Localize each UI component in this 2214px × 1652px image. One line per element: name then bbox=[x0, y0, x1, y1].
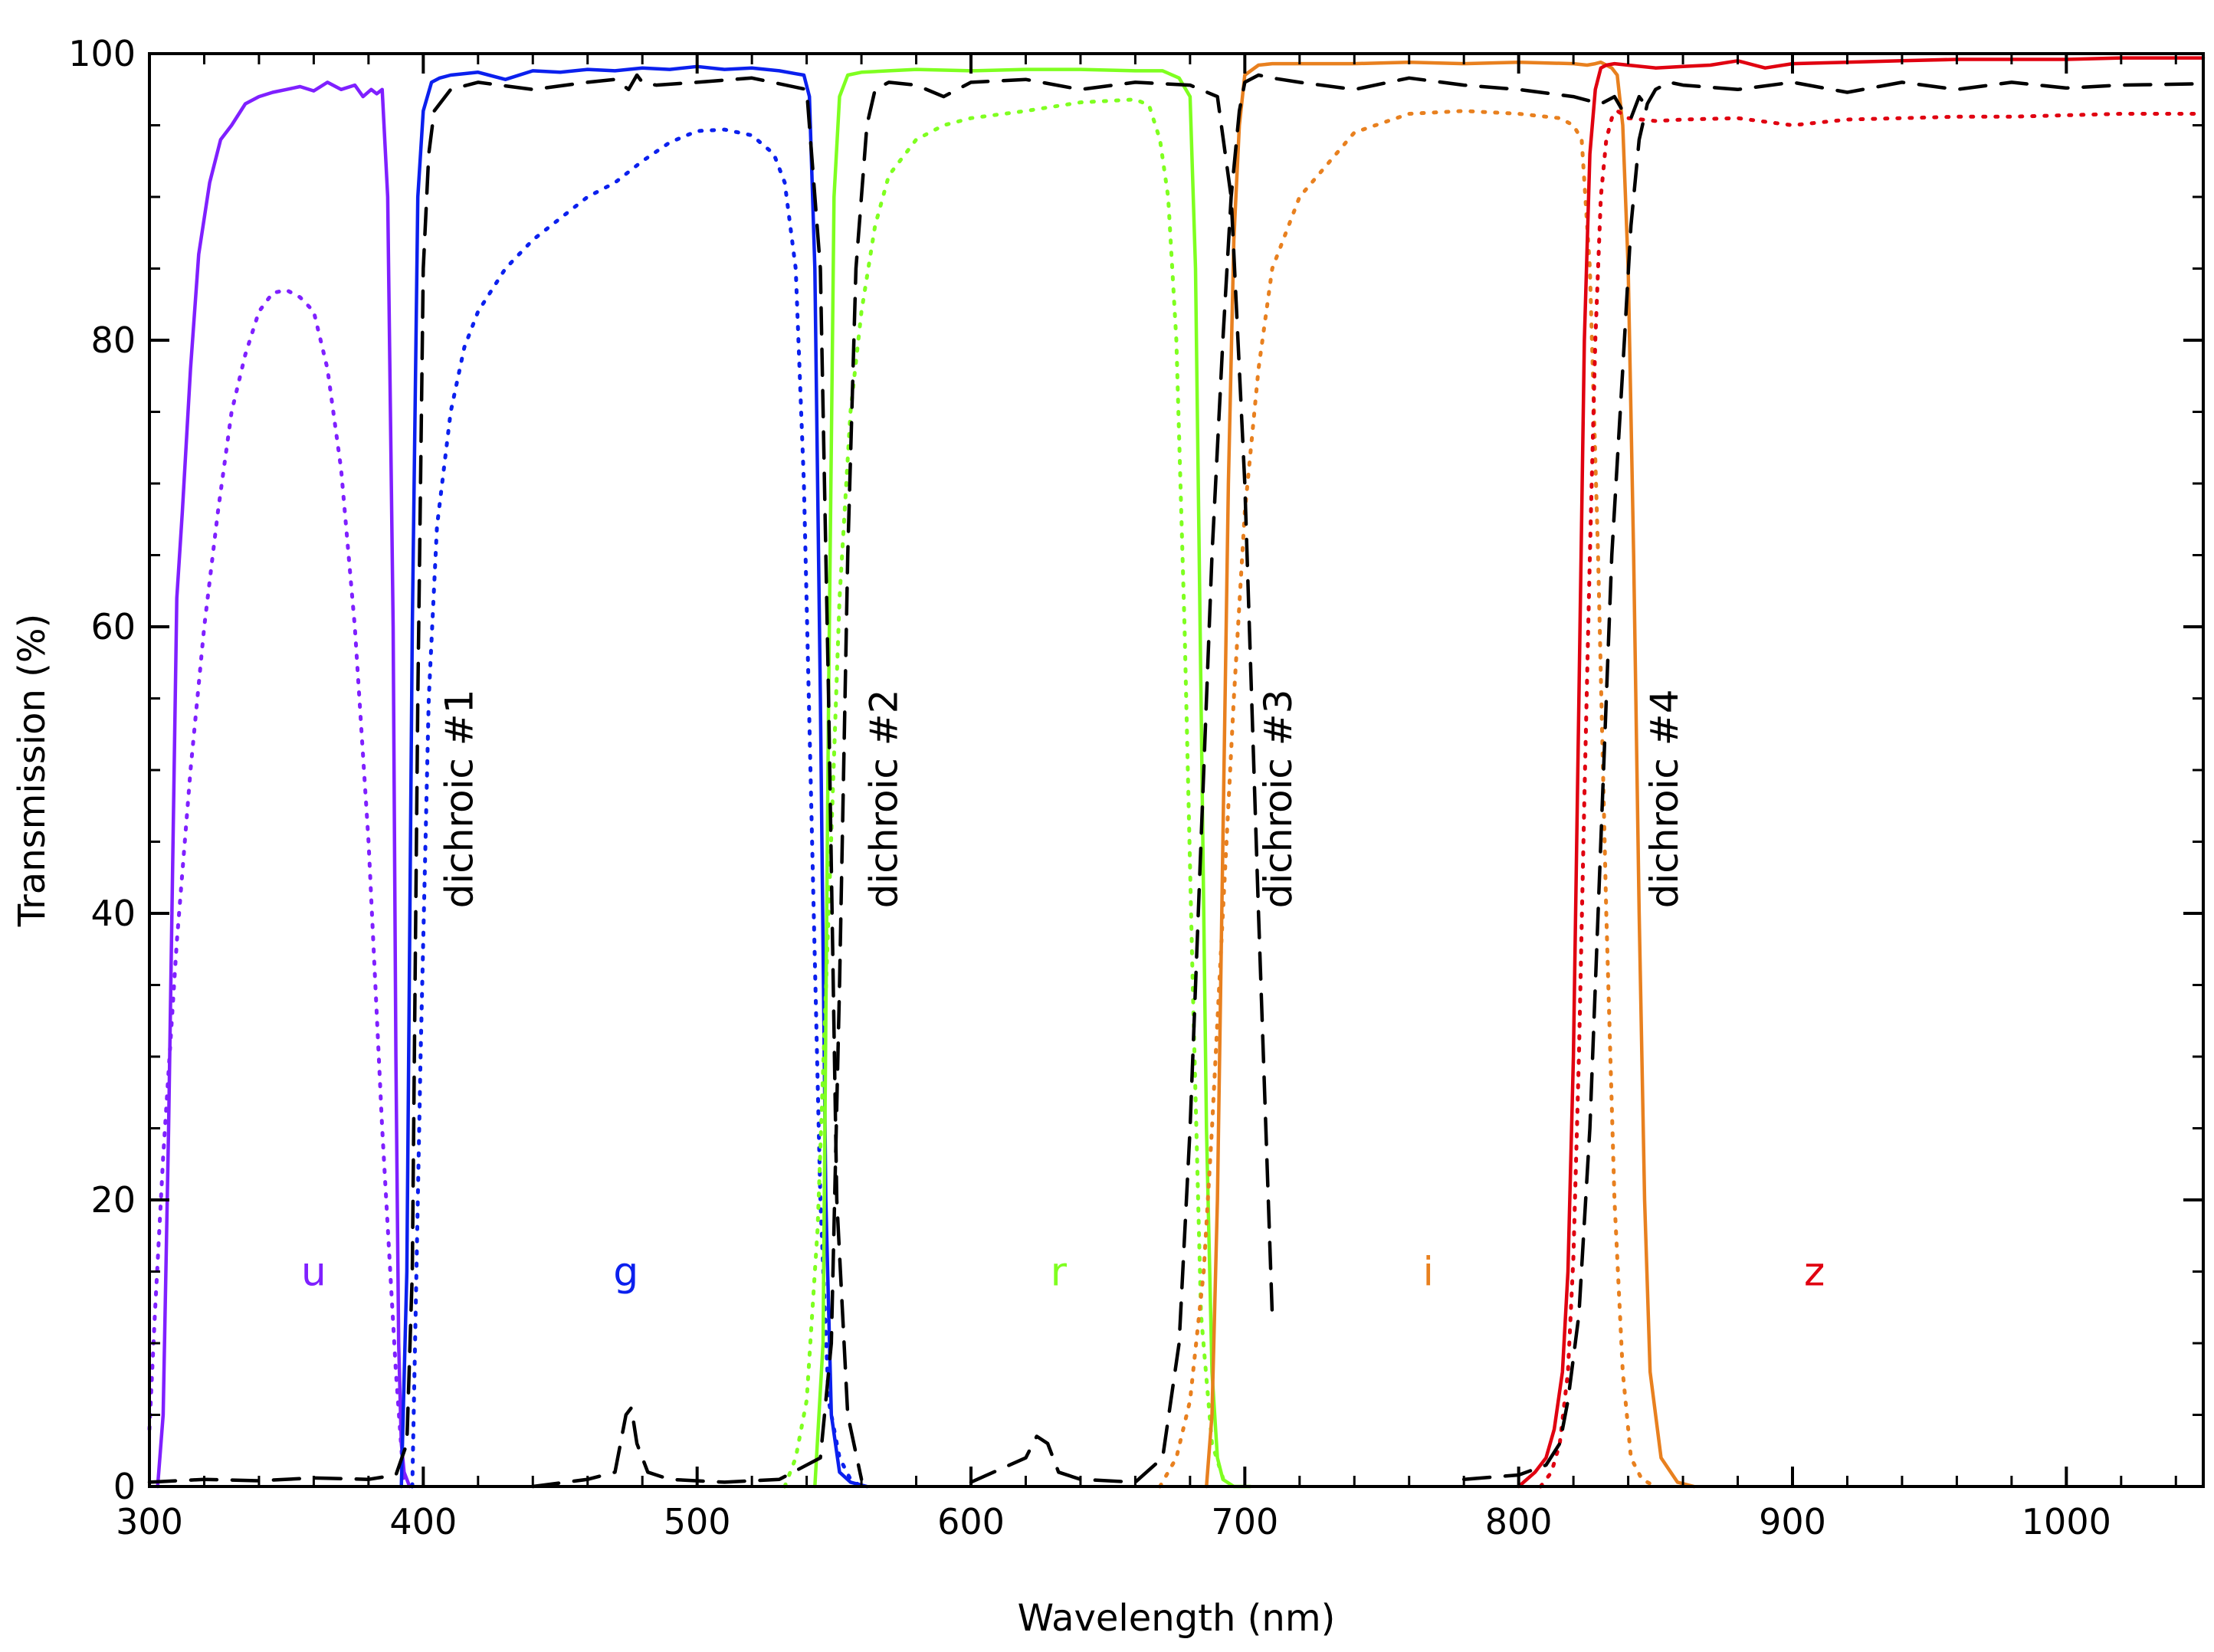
series-line-14 bbox=[1461, 80, 2206, 1481]
dichroic-label-4: dichroic #4 bbox=[1642, 689, 1687, 908]
y-tick-label: 20 bbox=[90, 1179, 136, 1221]
x-tick-label: 600 bbox=[937, 1501, 1005, 1542]
series-line-10 bbox=[1538, 109, 2206, 1489]
dichroic-label-2: dichroic #2 bbox=[862, 689, 907, 908]
series-line-12 bbox=[531, 77, 1274, 1489]
y-tick-label: 40 bbox=[90, 893, 136, 934]
series-line-9 bbox=[1517, 56, 2206, 1489]
dichroic-label-3: dichroic #3 bbox=[1256, 689, 1301, 908]
x-tick-label: 900 bbox=[1759, 1501, 1826, 1542]
x-tick-label: 300 bbox=[116, 1501, 183, 1542]
band-label-g: g bbox=[613, 1250, 638, 1296]
band-label-r: r bbox=[1051, 1250, 1068, 1296]
x-tick-label: 1000 bbox=[2022, 1501, 2111, 1542]
band-label-i: i bbox=[1423, 1250, 1434, 1296]
y-tick-label: 100 bbox=[68, 33, 136, 74]
series-line-8 bbox=[1158, 109, 1658, 1489]
y-tick-label: 0 bbox=[113, 1466, 136, 1507]
series-line-2 bbox=[147, 288, 406, 1489]
axis-layer: 300 400 500 600 700 800 900 1000 0 20 40 60 80 100 bbox=[68, 33, 2203, 1542]
series-line-6 bbox=[782, 97, 1228, 1489]
x-tick-label: 500 bbox=[664, 1501, 731, 1542]
band-label-z: z bbox=[1804, 1250, 1825, 1296]
series-line-3 bbox=[399, 64, 869, 1489]
x-axis-title: Wavelength (nm) bbox=[1018, 1597, 1336, 1640]
x-tick-label: 700 bbox=[1211, 1501, 1278, 1542]
y-tick-label: 60 bbox=[90, 606, 136, 647]
plot-frame bbox=[148, 52, 2205, 1488]
band-label-u: u bbox=[301, 1250, 326, 1296]
series-line-13 bbox=[969, 73, 1647, 1484]
series-line-11 bbox=[147, 73, 864, 1484]
y-tick-label: 80 bbox=[90, 320, 136, 361]
y-axis-title: Transmission (%) bbox=[11, 614, 54, 927]
series-layer bbox=[147, 56, 2206, 1489]
annotation-layer: u g r i z dichroic #1 dichroic #2 dichroic #3 di… bbox=[301, 689, 1825, 1295]
series-line-1 bbox=[156, 80, 412, 1489]
x-tick-label: 800 bbox=[1485, 1501, 1553, 1542]
dichroic-label-1: dichroic #1 bbox=[438, 689, 482, 908]
x-tick-label: 400 bbox=[389, 1501, 457, 1542]
